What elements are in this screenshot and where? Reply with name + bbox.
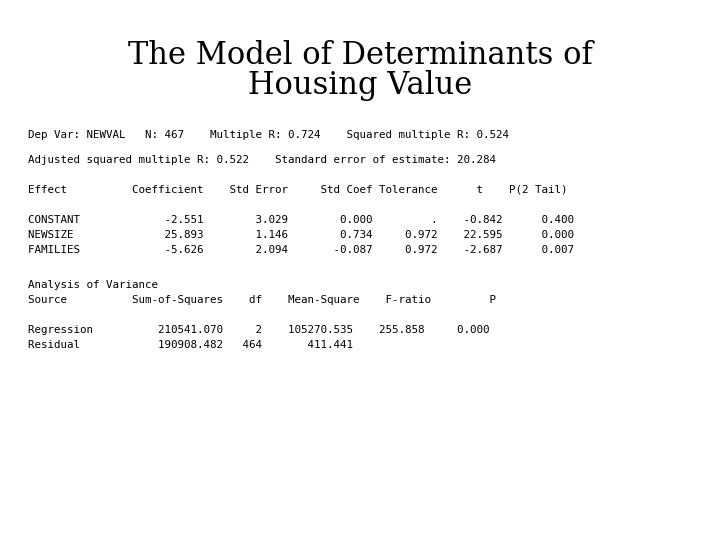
Text: Residual            190908.482   464       411.441: Residual 190908.482 464 411.441: [28, 340, 353, 350]
Text: Regression          210541.070     2    105270.535    255.858     0.000: Regression 210541.070 2 105270.535 255.8…: [28, 325, 490, 335]
Text: Source          Sum-of-Squares    df    Mean-Square    F-ratio         P: Source Sum-of-Squares df Mean-Square F-r…: [28, 295, 496, 305]
Text: Dep Var: NEWVAL   N: 467    Multiple R: 0.724    Squared multiple R: 0.524: Dep Var: NEWVAL N: 467 Multiple R: 0.724…: [28, 130, 509, 140]
Text: The Model of Determinants of: The Model of Determinants of: [127, 40, 593, 71]
Text: NEWSIZE              25.893        1.146        0.734     0.972    22.595      0: NEWSIZE 25.893 1.146 0.734 0.972 22.595 …: [28, 230, 574, 240]
Text: Housing Value: Housing Value: [248, 70, 472, 101]
Text: FAMILIES             -5.626        2.094       -0.087     0.972    -2.687      0: FAMILIES -5.626 2.094 -0.087 0.972 -2.68…: [28, 245, 574, 255]
Text: Analysis of Variance: Analysis of Variance: [28, 280, 158, 290]
Text: Effect          Coefficient    Std Error     Std Coef Tolerance      t    P(2 Ta: Effect Coefficient Std Error Std Coef To…: [28, 185, 567, 195]
Text: Adjusted squared multiple R: 0.522    Standard error of estimate: 20.284: Adjusted squared multiple R: 0.522 Stand…: [28, 155, 496, 165]
Text: CONSTANT             -2.551        3.029        0.000         .    -0.842      0: CONSTANT -2.551 3.029 0.000 . -0.842 0: [28, 215, 574, 225]
